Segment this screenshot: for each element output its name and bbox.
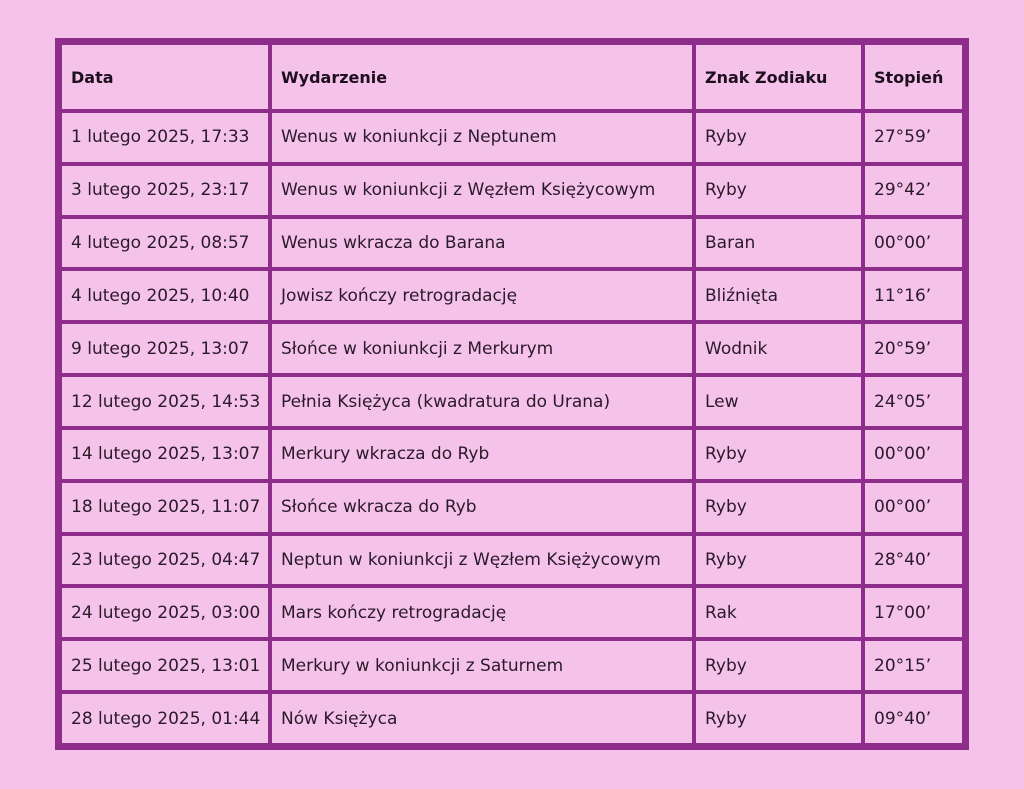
- table-row: 4 lutego 2025, 10:40 Jowisz kończy retro…: [62, 271, 962, 321]
- astrology-events-table: Data Wydarzenie Znak Zodiaku Stopień 1 l…: [58, 41, 966, 747]
- table-row: 25 lutego 2025, 13:01 Merkury w koniunkc…: [62, 641, 962, 691]
- cell-sign: Ryby: [696, 482, 861, 532]
- cell-date: 12 lutego 2025, 14:53: [62, 377, 268, 426]
- cell-sign: Wodnik: [696, 324, 861, 374]
- table-row: 28 lutego 2025, 01:44 Nów Księżyca Ryby …: [62, 694, 962, 743]
- cell-degree: 20°15’: [865, 641, 962, 691]
- cell-degree: 29°42’: [865, 165, 962, 215]
- cell-sign: Baran: [696, 218, 861, 268]
- table-row: 3 lutego 2025, 23:17 Wenus w koniunkcji …: [62, 165, 962, 215]
- cell-event: Słońce wkracza do Ryb: [272, 482, 692, 532]
- cell-date: 1 lutego 2025, 17:33: [62, 113, 268, 162]
- cell-degree: 24°05’: [865, 377, 962, 426]
- cell-sign: Ryby: [696, 641, 861, 691]
- header-degree: Stopień: [865, 45, 962, 109]
- cell-event: Nów Księżyca: [272, 694, 692, 743]
- cell-date: 4 lutego 2025, 10:40: [62, 271, 268, 321]
- cell-sign: Ryby: [696, 694, 861, 743]
- cell-event: Słońce w koniunkcji z Merkurym: [272, 324, 692, 374]
- cell-date: 24 lutego 2025, 03:00: [62, 588, 268, 638]
- cell-event: Wenus w koniunkcji z Węzłem Księżycowym: [272, 165, 692, 215]
- cell-degree: 27°59’: [865, 113, 962, 162]
- cell-date: 25 lutego 2025, 13:01: [62, 641, 268, 691]
- cell-degree: 20°59’: [865, 324, 962, 374]
- cell-event: Mars kończy retrogradację: [272, 588, 692, 638]
- cell-date: 9 lutego 2025, 13:07: [62, 324, 268, 374]
- table-row: 24 lutego 2025, 03:00 Mars kończy retrog…: [62, 588, 962, 638]
- table-row: 18 lutego 2025, 11:07 Słońce wkracza do …: [62, 482, 962, 532]
- table-row: 14 lutego 2025, 13:07 Merkury wkracza do…: [62, 429, 962, 479]
- cell-sign: Ryby: [696, 165, 861, 215]
- table-header-row: Data Wydarzenie Znak Zodiaku Stopień: [62, 45, 962, 109]
- header-date: Data: [62, 45, 268, 109]
- cell-degree: 00°00’: [865, 482, 962, 532]
- header-event: Wydarzenie: [272, 45, 692, 109]
- cell-event: Jowisz kończy retrogradację: [272, 271, 692, 321]
- cell-date: 23 lutego 2025, 04:47: [62, 535, 268, 585]
- cell-event: Neptun w koniunkcji z Węzłem Księżycowym: [272, 535, 692, 585]
- header-sign: Znak Zodiaku: [696, 45, 861, 109]
- cell-event: Merkury w koniunkcji z Saturnem: [272, 641, 692, 691]
- cell-sign: Ryby: [696, 535, 861, 585]
- cell-event: Merkury wkracza do Ryb: [272, 429, 692, 479]
- cell-date: 14 lutego 2025, 13:07: [62, 429, 268, 479]
- cell-degree: 00°00’: [865, 429, 962, 479]
- cell-event: Wenus wkracza do Barana: [272, 218, 692, 268]
- cell-degree: 09°40’: [865, 694, 962, 743]
- cell-date: 3 lutego 2025, 23:17: [62, 165, 268, 215]
- cell-degree: 17°00’: [865, 588, 962, 638]
- table-row: 9 lutego 2025, 13:07 Słońce w koniunkcji…: [62, 324, 962, 374]
- cell-degree: 28°40’: [865, 535, 962, 585]
- cell-event: Pełnia Księżyca (kwadratura do Urana): [272, 377, 692, 426]
- table-row: 12 lutego 2025, 14:53 Pełnia Księżyca (k…: [62, 377, 962, 426]
- cell-sign: Ryby: [696, 429, 861, 479]
- table-row: 23 lutego 2025, 04:47 Neptun w koniunkcj…: [62, 535, 962, 585]
- cell-degree: 11°16’: [865, 271, 962, 321]
- cell-sign: Rak: [696, 588, 861, 638]
- events-table-frame: Data Wydarzenie Znak Zodiaku Stopień 1 l…: [55, 38, 969, 750]
- table-row: 4 lutego 2025, 08:57 Wenus wkracza do Ba…: [62, 218, 962, 268]
- cell-event: Wenus w koniunkcji z Neptunem: [272, 113, 692, 162]
- cell-sign: Bliźnięta: [696, 271, 861, 321]
- table-row: 1 lutego 2025, 17:33 Wenus w koniunkcji …: [62, 113, 962, 162]
- cell-degree: 00°00’: [865, 218, 962, 268]
- cell-date: 18 lutego 2025, 11:07: [62, 482, 268, 532]
- cell-sign: Ryby: [696, 113, 861, 162]
- cell-date: 4 lutego 2025, 08:57: [62, 218, 268, 268]
- cell-sign: Lew: [696, 377, 861, 426]
- cell-date: 28 lutego 2025, 01:44: [62, 694, 268, 743]
